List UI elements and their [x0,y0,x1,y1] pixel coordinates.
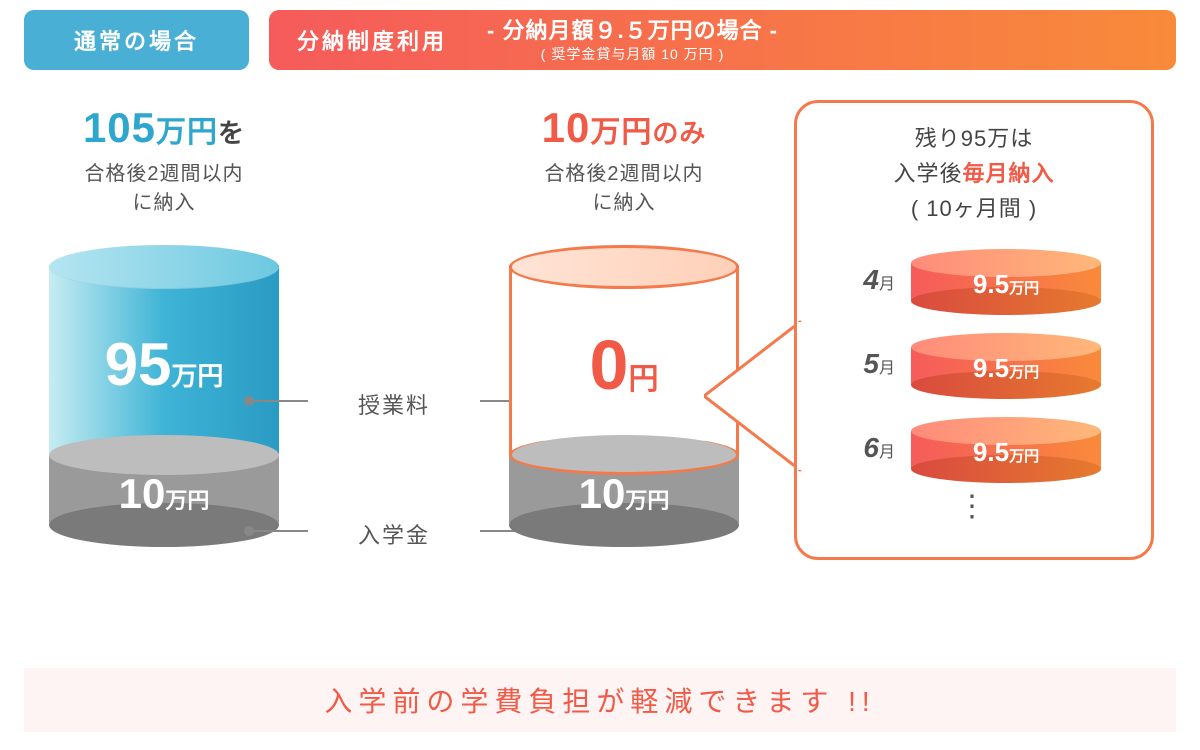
normal-amount-unit: 万円 [156,116,218,149]
normal-headline: 105万円を [24,100,304,157]
monthly-line2-prefix: 入学後 [893,161,962,186]
mini-cylinder: 9.5万円 [911,417,1101,479]
normal-enroll-unit: 万円 [165,488,209,513]
install-enroll-amount: 10 [579,470,626,517]
footer-banner: 入学前の学費負担が軽減できます !! [24,668,1176,732]
monthly-item: 6月 9.5万円 [809,417,1139,479]
normal-amount: 105 [83,104,156,151]
monthly-line2-accent: 毎月納入 [963,161,1055,186]
installment-sub-small: ( 奨学金貸与月額 10 万円 ) [541,45,724,63]
normal-tuition-unit: 万円 [171,361,223,391]
monthly-line1: 残り95万は [915,126,1033,151]
normal-subline1: 合格後2週間以内 [24,157,304,186]
install-subline1: 合格後2週間以内 [484,157,764,186]
installment-sub-main: - 分納月額９.５万円の場合 - [487,17,778,46]
header-normal-case: 通常の場合 [24,10,249,70]
install-headline: 10万円のみ [484,100,764,157]
month-label: 5月 [847,348,895,380]
monthly-column: 残り95万は 入学後毎月納入 ( 10ヶ月間 ) 4月 9.5万円 5月 9.5… [764,100,1176,630]
installment-title: 分納制度利用 [297,24,447,56]
normal-amount-suffix: を [218,118,245,148]
mini-cylinder: 9.5万円 [911,333,1101,395]
install-enroll-unit: 万円 [625,488,669,513]
tuition-label: 授業料 [304,388,484,420]
monthly-item: 5月 9.5万円 [809,333,1139,395]
install-subline2: に納入 [484,186,764,215]
install-amount-unit: 万円 [590,116,652,149]
install-cylinder: 0円 10万円 [509,245,739,565]
install-amount-suffix: のみ [652,118,706,148]
center-labels: 授業料 入学金 [304,100,484,630]
installment-column: 10万円のみ 合格後2週間以内 に納入 0円 10万円 [484,100,764,630]
monthly-items-list: 4月 9.5万円 5月 9.5万円 6月 9.5万円 [809,249,1139,479]
monthly-title: 残り95万は 入学後毎月納入 ( 10ヶ月間 ) [809,121,1139,227]
install-tuition-amount: 0 [590,326,629,404]
header-installment: 分納制度利用 - 分納月額９.５万円の場合 - ( 奨学金貸与月額 10 万円 … [269,10,1176,70]
mini-cylinder: 9.5万円 [911,249,1101,311]
normal-cylinder: 95万円 10万円 [49,245,279,565]
month-label: 6月 [847,432,895,464]
enroll-label: 入学金 [304,518,484,550]
month-label: 4月 [847,264,895,296]
normal-column: 105万円を 合格後2週間以内 に納入 95万円 10万円 [24,100,304,630]
normal-tuition-amount: 95 [105,331,172,398]
normal-enroll-amount: 10 [119,470,166,517]
monthly-line3: ( 10ヶ月間 ) [911,196,1037,221]
vertical-dots-icon: ⋮ [809,489,1139,524]
monthly-box: 残り95万は 入学後毎月納入 ( 10ヶ月間 ) 4月 9.5万円 5月 9.5… [794,100,1154,560]
monthly-item: 4月 9.5万円 [809,249,1139,311]
installment-subtitle: - 分納月額９.５万円の場合 - ( 奨学金貸与月額 10 万円 ) [487,17,778,64]
normal-subline2: に納入 [24,186,304,215]
install-amount: 10 [542,104,591,151]
install-tuition-unit: 円 [628,363,658,396]
